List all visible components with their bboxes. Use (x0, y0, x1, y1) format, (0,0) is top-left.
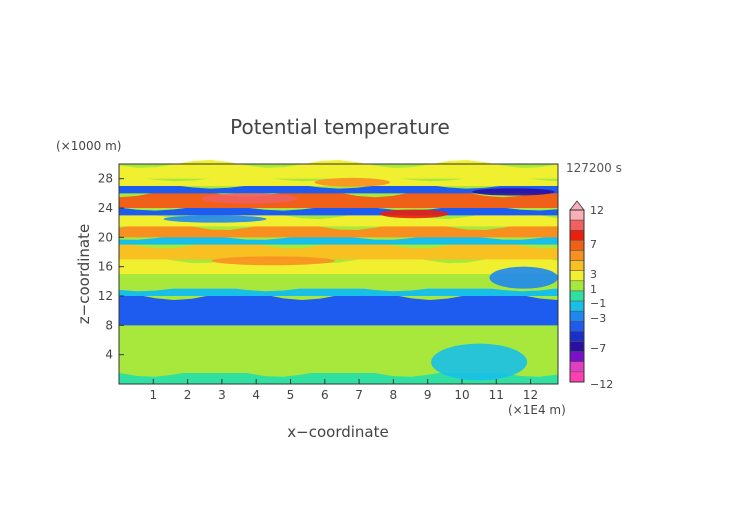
colorbar-segment (569, 341, 585, 352)
field-band (119, 292, 558, 326)
field-band (119, 321, 558, 340)
colorbar-label: 7 (590, 238, 597, 251)
chart-title: Potential temperature (230, 115, 450, 139)
y-axis-ticks: 4 8 12 16 20 24 28 (98, 172, 124, 362)
x-unit-label: (×1E4 m) (508, 403, 566, 417)
x-tick-label: 10 (454, 388, 469, 402)
x-axis-ticks: 1 2 3 4 5 6 7 8 9 10 11 12 (149, 379, 538, 402)
colorbar-label: −12 (590, 378, 613, 391)
x-tick-label: 12 (523, 388, 538, 402)
y-tick-label: 28 (98, 172, 113, 186)
colorbar-label: −3 (590, 312, 606, 325)
field-band (119, 205, 558, 216)
plot-frame (118, 163, 559, 385)
field-band (119, 183, 558, 194)
colorbar-segment (569, 331, 585, 342)
colorbar-label: 12 (590, 204, 604, 217)
x-tick-label: 5 (287, 388, 295, 402)
colorbar-segment (569, 321, 585, 332)
y-axis-label: z−coordinate (75, 224, 93, 324)
field-feature (431, 343, 528, 381)
field-features (163, 177, 558, 381)
x-axis-label: x−coordinate (287, 423, 388, 441)
colorbar-segment (569, 270, 585, 282)
field-band (119, 270, 558, 289)
colorbar-segment (569, 250, 585, 261)
field-feature (211, 256, 336, 266)
y-tick-label: 8 (105, 318, 113, 332)
y-tick-label: 20 (98, 230, 113, 244)
field-feature (489, 266, 558, 289)
colorbar-segment (569, 300, 585, 312)
x-tick-label: 11 (489, 388, 504, 402)
x-tick-label: 9 (424, 388, 432, 402)
x-tick-label: 2 (184, 388, 192, 402)
x-tick-label: 8 (390, 388, 398, 402)
colorbar-segment (569, 229, 585, 241)
colorbar-segment (569, 219, 585, 231)
y-tick-label: 16 (98, 260, 113, 274)
y-tick-label: 4 (105, 348, 113, 362)
colorbar-segment (569, 371, 585, 383)
x-tick-label: 7 (355, 388, 363, 402)
field-feature (163, 215, 267, 223)
y-tick-label: 24 (98, 201, 113, 215)
colorbar-label: −7 (590, 342, 606, 355)
colorbar-segment (569, 290, 585, 302)
x-tick-label: 6 (321, 388, 329, 402)
colorbar-segment (569, 260, 585, 271)
colorbar-frame (569, 209, 585, 383)
field-band (119, 189, 558, 208)
colorbar-label: −1 (590, 297, 606, 310)
colorbar-segment (569, 351, 585, 363)
colorbar-segment (569, 280, 585, 292)
x-tick-label: 1 (149, 388, 157, 402)
field-feature (379, 209, 449, 219)
field-band (119, 160, 558, 179)
colorbar-segment (569, 209, 585, 221)
field-feature (201, 193, 298, 204)
colorbar-segment (569, 310, 585, 322)
y-tick-label: 12 (98, 289, 113, 303)
field-band (119, 222, 558, 238)
colorbar-segment (569, 240, 585, 251)
colorbar-segment (569, 361, 585, 373)
x-tick-label: 4 (252, 388, 260, 402)
y-unit-label: (×1000 m) (56, 139, 121, 153)
colorbar-label: 1 (590, 283, 597, 296)
field-band (119, 240, 558, 260)
colorbar: 12 7 3 1−1 −3 −7 −12 (569, 200, 613, 391)
time-label: 127200 s (566, 161, 622, 175)
colorbar-max-arrow (569, 200, 585, 211)
plot-area (118, 160, 559, 385)
colorbar-label: 3 (590, 268, 597, 281)
field-feature (472, 188, 555, 196)
x-tick-label: 3 (218, 388, 226, 402)
field-feature (314, 177, 390, 187)
